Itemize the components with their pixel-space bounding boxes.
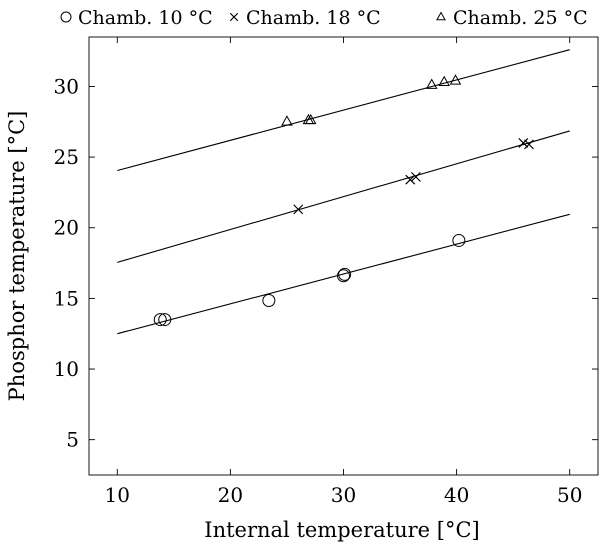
data-point-cross [524, 139, 534, 150]
data-point-triangle [425, 78, 438, 89]
legend-marker-cross [229, 12, 239, 22]
legend-marker-triangle [436, 11, 446, 21]
legend-label: Chamb. 18 °C [246, 7, 381, 29]
x-tick-label: 30 [331, 483, 356, 507]
data-point-triangle [281, 115, 293, 126]
data-point-cross [405, 174, 416, 185]
axis-ticks: 10 20 30 40 50 5 10 15 20 25 30 [54, 37, 598, 507]
data-point-circle [158, 313, 172, 327]
legend: Chamb. 10 °C Chamb. 18 °C Chamb. 25 °C [60, 7, 588, 29]
data-point-circle [338, 267, 352, 281]
y-tick-label: 5 [66, 428, 79, 452]
x-axis-label: Internal temperature [°C] [204, 518, 479, 542]
legend-marker-circle [60, 11, 72, 23]
x-tick-label: 50 [557, 483, 582, 507]
fit-line [117, 130, 570, 263]
data-points [153, 74, 534, 327]
x-tick-label: 10 [105, 483, 130, 507]
legend-label: Chamb. 25 °C [453, 7, 588, 29]
legend-label: Chamb. 10 °C [78, 7, 213, 29]
fit-line [117, 49, 570, 172]
data-point-circle [337, 269, 350, 283]
data-point-triangle [304, 113, 317, 125]
data-point-cross [518, 138, 529, 148]
fit-line [117, 213, 570, 335]
data-point-cross [410, 171, 421, 182]
plot-frame [88, 36, 599, 476]
y-tick-label: 20 [54, 216, 79, 240]
data-point-circle [452, 233, 466, 247]
data-point-circle [262, 294, 276, 308]
data-point-cross [293, 204, 304, 215]
x-tick-label: 20 [218, 483, 243, 507]
data-point-triangle [449, 74, 462, 85]
data-point-circle [153, 313, 167, 327]
y-axis-label: Phosphor temperature [°C] [5, 111, 29, 402]
y-tick-label: 30 [54, 74, 79, 98]
y-tick-label: 10 [54, 357, 79, 381]
y-tick-label: 15 [54, 286, 79, 310]
y-tick-label: 25 [54, 145, 79, 169]
x-tick-label: 40 [444, 483, 469, 507]
data-point-triangle [438, 75, 450, 87]
fit-lines [117, 49, 570, 335]
